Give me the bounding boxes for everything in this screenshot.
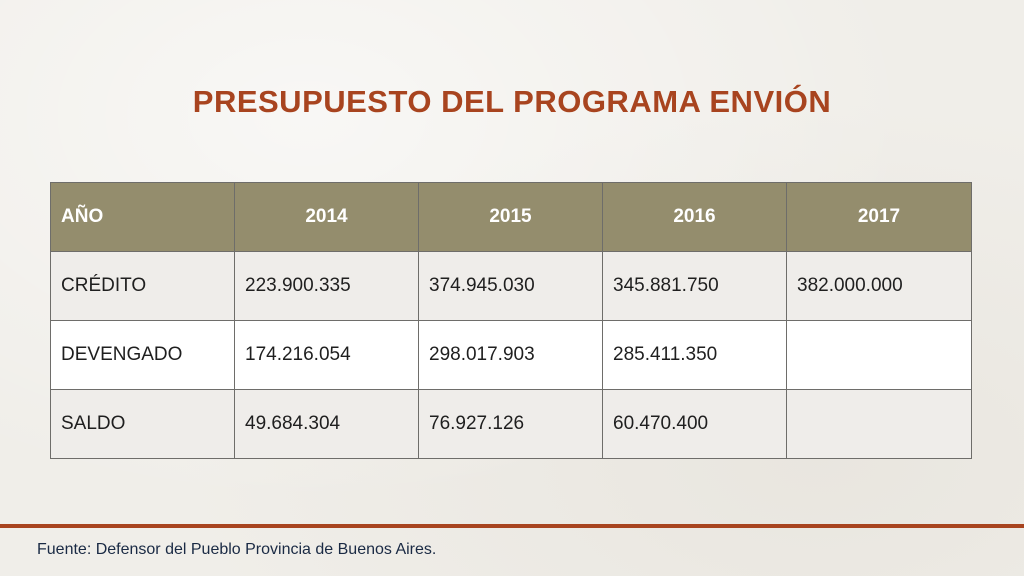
table-cell-empty — [786, 320, 972, 390]
table-cell-empty — [786, 389, 972, 459]
row-label-saldo: SALDO — [50, 389, 235, 459]
header-cell-2014: 2014 — [234, 182, 419, 252]
footer-accent-line — [0, 524, 1024, 528]
header-cell-year-label: AÑO — [50, 182, 235, 252]
table-cell: 298.017.903 — [418, 320, 603, 390]
budget-table: AÑO 2014 2015 2016 2017 CRÉDITO 223.900.… — [50, 182, 972, 459]
table-row-saldo: SALDO 49.684.304 76.927.126 60.470.400 — [50, 389, 972, 459]
table-cell: 374.945.030 — [418, 251, 603, 321]
header-cell-2016: 2016 — [602, 182, 787, 252]
table-cell: 60.470.400 — [602, 389, 787, 459]
table-header-row: AÑO 2014 2015 2016 2017 — [50, 182, 972, 252]
table-cell: 76.927.126 — [418, 389, 603, 459]
header-cell-2017: 2017 — [786, 182, 972, 252]
table-cell: 345.881.750 — [602, 251, 787, 321]
row-label-devengado: DEVENGADO — [50, 320, 235, 390]
table-cell: 49.684.304 — [234, 389, 419, 459]
table-cell: 382.000.000 — [786, 251, 972, 321]
table-row-devengado: DEVENGADO 174.216.054 298.017.903 285.41… — [50, 320, 972, 390]
table-cell: 174.216.054 — [234, 320, 419, 390]
header-cell-2015: 2015 — [418, 182, 603, 252]
row-label-credito: CRÉDITO — [50, 251, 235, 321]
table-cell: 223.900.335 — [234, 251, 419, 321]
table-row-credito: CRÉDITO 223.900.335 374.945.030 345.881.… — [50, 251, 972, 321]
table-cell: 285.411.350 — [602, 320, 787, 390]
source-note: Fuente: Defensor del Pueblo Provincia de… — [37, 541, 437, 558]
slide-title: PRESUPUESTO DEL PROGRAMA ENVIÓN — [192, 84, 832, 119]
